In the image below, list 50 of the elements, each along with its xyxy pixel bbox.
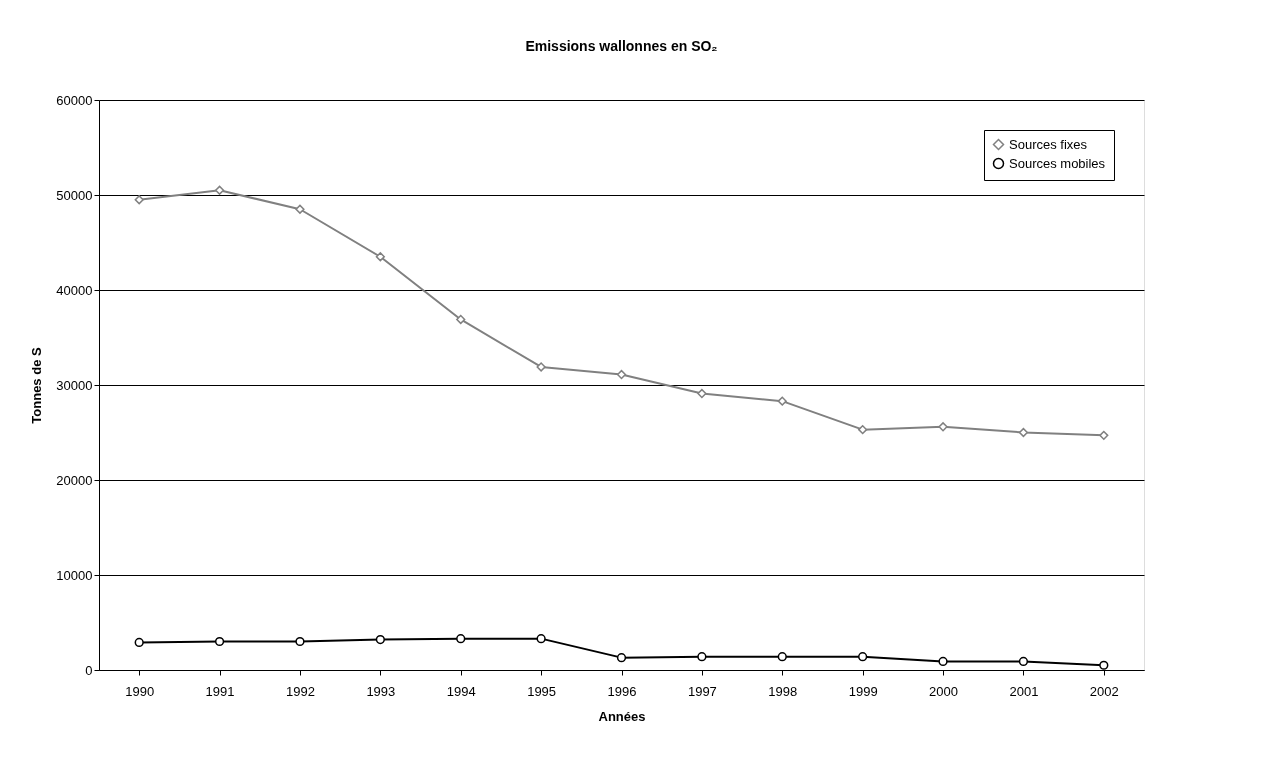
y-tick-label: 50000 (56, 187, 93, 203)
x-tick-label: 1998 (768, 683, 798, 699)
y-tick-label: 10000 (56, 567, 93, 583)
point (777, 396, 787, 406)
point (938, 656, 948, 667)
point (536, 634, 546, 644)
point (858, 652, 868, 662)
x-tick-label: 1994 (446, 683, 476, 699)
point (616, 653, 627, 663)
point (214, 185, 225, 195)
point (1018, 656, 1029, 667)
x-tick-label: 1992 (286, 683, 315, 699)
y-tick-label: 40000 (56, 282, 93, 298)
point (134, 637, 144, 648)
x-tick-label: 1996 (607, 683, 637, 699)
point (777, 652, 787, 662)
y-tick-label: 0 (85, 662, 93, 678)
y-tick-label: 30000 (56, 377, 93, 393)
chart-title: Emissions wallonnes en SO₂ (525, 38, 718, 54)
x-axis-title: Années (598, 708, 646, 724)
point (456, 314, 466, 325)
x-tick-label: 1993 (366, 683, 396, 699)
legend-label: Sources fixes (1009, 136, 1088, 152)
point (858, 425, 868, 435)
x-tick-label: 1995 (527, 683, 557, 699)
x-tick-label: 2002 (1089, 683, 1119, 699)
point (214, 636, 225, 647)
point (134, 195, 144, 205)
x-tick-label: 1997 (687, 683, 717, 699)
x-tick-label: 1999 (848, 683, 878, 699)
point (375, 634, 385, 645)
point (1099, 430, 1109, 440)
point (697, 388, 707, 399)
x-tick-label: 2001 (1009, 683, 1039, 699)
y-tick-label: 20000 (56, 472, 93, 488)
x-tick-label: 2000 (929, 683, 958, 699)
point (375, 252, 385, 262)
x-tick-label: 1991 (205, 683, 235, 699)
point (536, 362, 546, 372)
x-tick-label: 1990 (125, 683, 155, 699)
point (1018, 427, 1029, 438)
legend-label: Sources mobiles (1009, 155, 1106, 171)
point (295, 204, 305, 214)
point (295, 636, 305, 647)
y-tick-label: 60000 (56, 92, 93, 108)
y-axis-title: Tonnes de S (29, 347, 45, 424)
point (938, 422, 948, 432)
point (1099, 660, 1109, 670)
point (456, 634, 466, 644)
point (697, 652, 707, 662)
